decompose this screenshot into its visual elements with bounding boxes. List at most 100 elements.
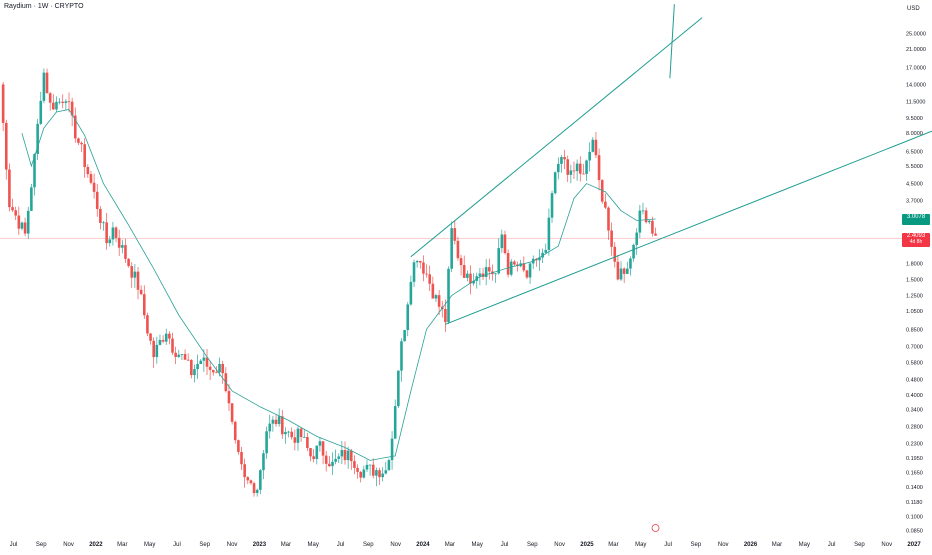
x-tick-label: Mar	[445, 542, 455, 548]
y-tick-label: 0.2800	[906, 424, 923, 430]
candle-body	[588, 151, 591, 161]
y-tick-label: 0.1950	[906, 456, 923, 462]
candle-body	[456, 240, 460, 259]
candle-body	[39, 100, 43, 124]
candle-body	[647, 220, 651, 223]
candle-body	[86, 167, 90, 175]
candle-body	[130, 266, 134, 278]
candle-body	[52, 102, 55, 110]
candle-body	[1, 84, 5, 123]
x-tick-label: May	[635, 542, 646, 548]
candle-body	[290, 431, 293, 438]
y-tick-label: 4.5000	[906, 182, 923, 188]
event-marker-icon[interactable]	[651, 524, 660, 532]
y-tick-label: 3.7000	[906, 199, 923, 205]
candle-body	[447, 268, 450, 323]
x-tick-label: Mar	[281, 542, 291, 548]
x-tick-label: Sep	[363, 542, 374, 548]
candle-body	[362, 469, 366, 478]
ma-value-text: 3.0078	[906, 213, 926, 220]
candle-body	[481, 273, 485, 277]
y-tick-label: 0.0850	[906, 529, 923, 535]
x-tick-label: Nov	[718, 542, 729, 548]
ma-value-badge: 3.0078	[902, 213, 930, 225]
price-axis[interactable]: USD 25.0000 21.0000 17.0000 14.0000 11.5000 9.…	[906, 6, 926, 535]
y-tick-label: 1.8000	[906, 262, 923, 268]
candle-body	[215, 372, 218, 374]
candle-body	[484, 267, 488, 277]
candle-body	[337, 456, 341, 459]
candle-body	[500, 234, 504, 249]
candle-body	[164, 333, 168, 342]
candle-body	[114, 227, 118, 238]
axis-unit-label: USD	[907, 6, 920, 12]
x-tick-label: Sep	[527, 542, 538, 548]
candle-body	[578, 163, 582, 174]
candle-body	[142, 294, 146, 316]
candle-body	[434, 295, 438, 299]
candle-body	[127, 258, 130, 267]
candle-body	[375, 470, 378, 476]
candle-body	[177, 354, 181, 357]
candle-body	[528, 263, 532, 278]
header-separator: ·	[48, 3, 55, 10]
symbol-name[interactable]: Raydium	[4, 3, 32, 10]
candle-body	[400, 341, 403, 371]
candle-body	[296, 428, 300, 443]
x-tick-label: Jul	[337, 542, 345, 548]
candle-body	[42, 72, 46, 101]
y-tick-label: 9.5000	[906, 116, 923, 122]
candle-body	[387, 460, 391, 471]
candle-body	[221, 363, 224, 374]
candle-body	[613, 246, 617, 262]
candle-body	[158, 340, 162, 345]
lower-support-trendline[interactable]	[445, 130, 932, 325]
candle-body	[641, 210, 645, 212]
candle-body	[525, 270, 529, 278]
x-tick-label: May	[472, 542, 483, 548]
candle-body	[262, 453, 265, 471]
candle-body	[139, 289, 143, 295]
candle-body	[190, 360, 193, 376]
candle-body	[600, 180, 604, 202]
upper-channel-trendline[interactable]	[410, 17, 703, 258]
candle-body	[604, 201, 607, 208]
time-axis[interactable]: Jul Sep Nov 2022 Mar May Jul Sep Nov 2023 Mar May Ju…	[10, 542, 922, 548]
interval-label[interactable]: 1W	[37, 3, 49, 10]
candle-body	[105, 222, 108, 244]
candle-body	[233, 421, 237, 441]
y-tick-label: 0.1650	[906, 471, 923, 477]
candle-body	[343, 450, 347, 461]
x-tick-label: Mar	[117, 542, 127, 548]
candle-body	[651, 220, 654, 234]
x-tick-label: Jul	[664, 542, 672, 548]
candle-body	[111, 227, 115, 240]
y-tick-label: 25.0000	[906, 32, 926, 38]
candles-layer	[1, 68, 657, 497]
candle-body	[453, 228, 457, 241]
candle-body	[346, 450, 350, 461]
x-tick-label: Sep	[691, 542, 702, 548]
y-tick-label: 14.0000	[906, 82, 926, 88]
candle-body	[368, 464, 372, 466]
candle-body	[92, 182, 96, 192]
candle-body	[412, 262, 416, 282]
candle-body	[431, 283, 435, 299]
spike-line-trendline[interactable]	[669, 4, 675, 79]
candle-body	[632, 244, 635, 259]
candle-body	[255, 489, 259, 494]
last-price-text: 2.4093	[906, 233, 926, 240]
candle-body	[594, 139, 598, 156]
y-tick-label: 0.7000	[906, 344, 923, 350]
x-tick-label: 2022	[89, 542, 103, 548]
candle-body	[45, 72, 49, 94]
candle-body	[563, 157, 566, 160]
candle-body	[265, 431, 268, 454]
candle-body	[397, 370, 400, 407]
candle-body	[168, 333, 171, 339]
x-tick-label: 2027	[907, 542, 921, 548]
candle-body	[202, 357, 206, 361]
candle-body	[30, 187, 33, 211]
